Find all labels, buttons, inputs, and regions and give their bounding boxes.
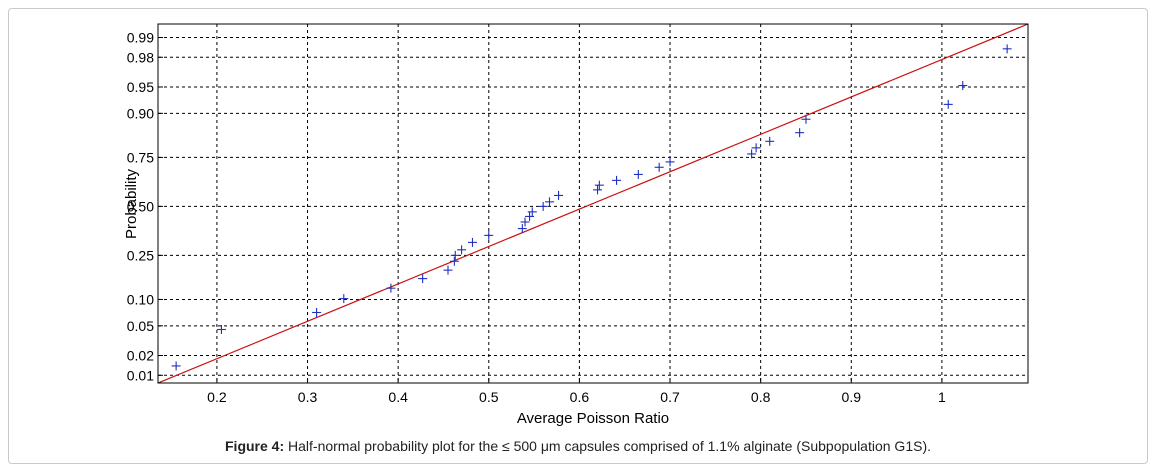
data-point	[801, 114, 811, 124]
data-point	[525, 211, 535, 221]
data-point	[751, 143, 761, 153]
y-tick-label: 0.02	[127, 348, 154, 364]
data-point	[527, 207, 537, 217]
x-tick-label: 0.9	[842, 389, 862, 405]
data-point	[554, 190, 564, 200]
data-point	[538, 201, 548, 211]
data-point	[654, 162, 664, 172]
y-tick-label: 0.95	[127, 79, 154, 95]
data-point	[747, 149, 757, 159]
y-tick-labels: 0.99 0.98 0.95 0.90 0.75 0.50 0.25 0.10 0.05 0.02…	[127, 29, 154, 383]
data-point	[795, 128, 805, 138]
y-tick-label: 0.10	[127, 291, 154, 307]
y-tick-label: 0.50	[127, 198, 154, 214]
x-axis-label: Average Poisson Ratio	[517, 410, 669, 427]
data-point	[958, 81, 968, 91]
data-point	[443, 265, 453, 275]
data-point	[520, 217, 530, 227]
data-point	[665, 157, 675, 167]
x-tick-label: 0.8	[751, 389, 771, 405]
data-point	[633, 169, 643, 179]
y-tick-label: 0.90	[127, 105, 154, 121]
y-tick-label: 0.75	[127, 149, 154, 165]
data-point	[1002, 44, 1012, 54]
data-point	[765, 136, 775, 146]
reference-line-group	[157, 23, 1029, 384]
data-point	[312, 307, 322, 317]
caption-label: Figure 4:	[225, 438, 285, 454]
caption-text: Half-normal probability plot for the ≤ 5…	[284, 438, 931, 454]
x-tick-label: 0.3	[298, 389, 318, 405]
x-tick-label: 0.7	[660, 389, 680, 405]
data-point	[612, 175, 622, 185]
x-tick-label: 1	[938, 389, 946, 405]
y-axis-label: Probability	[123, 168, 140, 239]
data-point	[171, 361, 181, 371]
data-point	[450, 250, 460, 260]
x-tick-label: 0.4	[388, 389, 408, 405]
data-point	[484, 230, 494, 240]
data-points	[171, 44, 1012, 371]
x-tick-label: 0.6	[570, 389, 590, 405]
x-tick-label: 0.2	[207, 389, 227, 405]
y-tick-label: 0.25	[127, 247, 154, 263]
data-point	[594, 180, 604, 190]
figure-caption: Figure 4: Half-normal probability plot f…	[0, 438, 1156, 454]
data-point	[545, 197, 554, 207]
x-tick-labels: 0.2 0.3 0.4 0.5 0.6 0.7 0.8 0.9 1	[207, 389, 946, 405]
data-point	[517, 224, 527, 234]
y-tick-label: 0.01	[127, 367, 154, 383]
data-point	[339, 294, 349, 304]
data-point	[386, 283, 396, 293]
figure-frame	[8, 8, 1148, 464]
data-point	[593, 185, 603, 195]
y-tick-label: 0.05	[127, 318, 154, 334]
data-point	[216, 324, 226, 334]
data-point	[418, 274, 428, 284]
axes-box	[157, 23, 1029, 384]
data-point	[943, 99, 953, 109]
data-point	[467, 237, 477, 247]
data-point	[457, 245, 467, 255]
data-point	[449, 256, 459, 266]
y-tick-label: 0.98	[127, 49, 154, 65]
x-tick-label: 0.5	[479, 389, 499, 405]
grid-lines	[158, 24, 1028, 383]
y-tick-label: 0.99	[127, 29, 154, 45]
fit-line	[157, 23, 1029, 384]
